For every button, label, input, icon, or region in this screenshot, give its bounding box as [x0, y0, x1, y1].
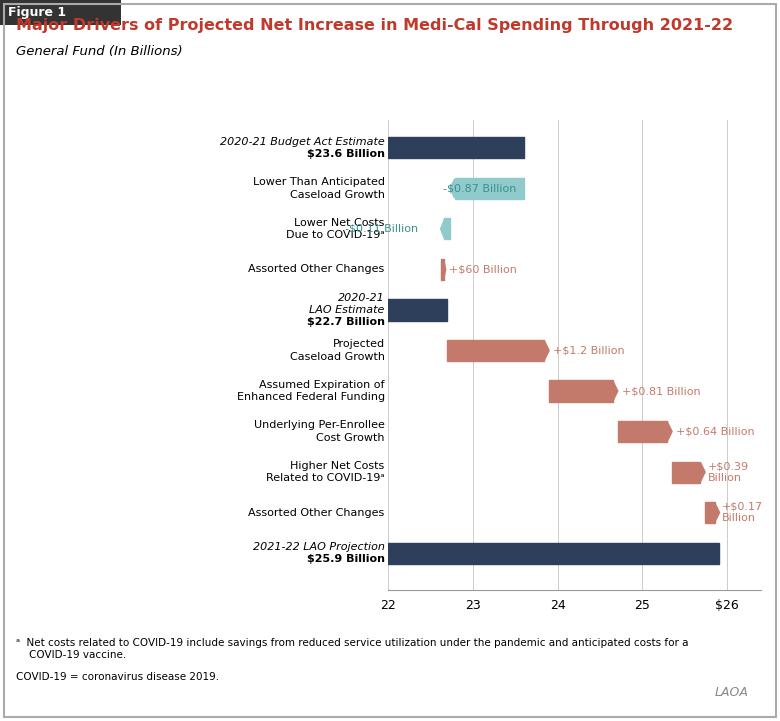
- Text: +$0.17
Billion: +$0.17 Billion: [722, 502, 763, 523]
- Text: Related to COVID-19ᵃ: Related to COVID-19ᵃ: [266, 473, 385, 483]
- Text: Due to COVID-19ᵃ: Due to COVID-19ᵃ: [286, 230, 385, 240]
- Bar: [549, 381, 613, 402]
- Text: Major Drivers of Projected Net Increase in Medi-Cal Spending Through 2021-22: Major Drivers of Projected Net Increase …: [16, 18, 732, 33]
- Text: Enhanced Federal Funding: Enhanced Federal Funding: [236, 392, 385, 402]
- Bar: [618, 421, 668, 442]
- Polygon shape: [715, 503, 720, 522]
- Bar: [388, 542, 718, 564]
- Text: $25.9 Billion: $25.9 Billion: [307, 554, 385, 564]
- Text: 2020-21 Budget Act Estimate: 2020-21 Budget Act Estimate: [220, 137, 385, 147]
- Text: Assumed Expiration of: Assumed Expiration of: [259, 380, 385, 390]
- Text: Cost Growth: Cost Growth: [316, 433, 385, 443]
- Text: LAOA: LAOA: [715, 686, 749, 699]
- Text: LAO Estimate: LAO Estimate: [310, 305, 385, 315]
- Text: Caseload Growth: Caseload Growth: [289, 190, 385, 200]
- Polygon shape: [613, 381, 618, 400]
- Text: +$1.2 Billion: +$1.2 Billion: [553, 345, 625, 355]
- Bar: [448, 340, 544, 361]
- Text: +$0.39
Billion: +$0.39 Billion: [707, 461, 749, 483]
- Text: Projected: Projected: [332, 340, 385, 350]
- Text: ᵃ  Net costs related to COVID-19 include savings from reduced service utilizatio: ᵃ Net costs related to COVID-19 include …: [16, 638, 688, 660]
- Text: +$60 Billion: +$60 Billion: [449, 265, 517, 275]
- Bar: [705, 502, 715, 523]
- Bar: [672, 461, 700, 482]
- Text: 2021-22 LAO Projection: 2021-22 LAO Projection: [253, 542, 385, 552]
- Text: Caseload Growth: Caseload Growth: [289, 352, 385, 361]
- Bar: [445, 218, 450, 239]
- Text: COVID-19 = coronavirus disease 2019.: COVID-19 = coronavirus disease 2019.: [16, 672, 218, 682]
- Polygon shape: [450, 179, 455, 198]
- Text: Assorted Other Changes: Assorted Other Changes: [248, 265, 385, 275]
- Text: +$0.64 Billion: +$0.64 Billion: [676, 427, 755, 436]
- Text: Lower Than Anticipated: Lower Than Anticipated: [253, 177, 385, 187]
- Polygon shape: [444, 260, 445, 279]
- Text: $23.6 Billion: $23.6 Billion: [307, 149, 385, 159]
- Polygon shape: [700, 463, 705, 482]
- Text: Assorted Other Changes: Assorted Other Changes: [248, 508, 385, 518]
- Text: 2020-21: 2020-21: [338, 293, 385, 303]
- Bar: [441, 259, 444, 280]
- Text: -$0.11 Billion: -$0.11 Billion: [346, 224, 419, 234]
- Text: -$0.87 Billion: -$0.87 Billion: [443, 183, 516, 193]
- Polygon shape: [441, 219, 445, 239]
- Text: Lower Net Costs: Lower Net Costs: [294, 218, 385, 228]
- Text: +$0.81 Billion: +$0.81 Billion: [622, 386, 700, 396]
- Polygon shape: [544, 341, 549, 360]
- Polygon shape: [668, 422, 672, 441]
- Text: Figure 1: Figure 1: [9, 6, 66, 19]
- Text: Underlying Per-Enrollee: Underlying Per-Enrollee: [254, 420, 385, 430]
- Text: General Fund (In Billions): General Fund (In Billions): [16, 45, 183, 58]
- Bar: [388, 138, 523, 159]
- Text: $22.7 Billion: $22.7 Billion: [307, 317, 385, 327]
- Text: Higher Net Costs: Higher Net Costs: [290, 461, 385, 471]
- Bar: [455, 178, 523, 199]
- Bar: [388, 299, 448, 321]
